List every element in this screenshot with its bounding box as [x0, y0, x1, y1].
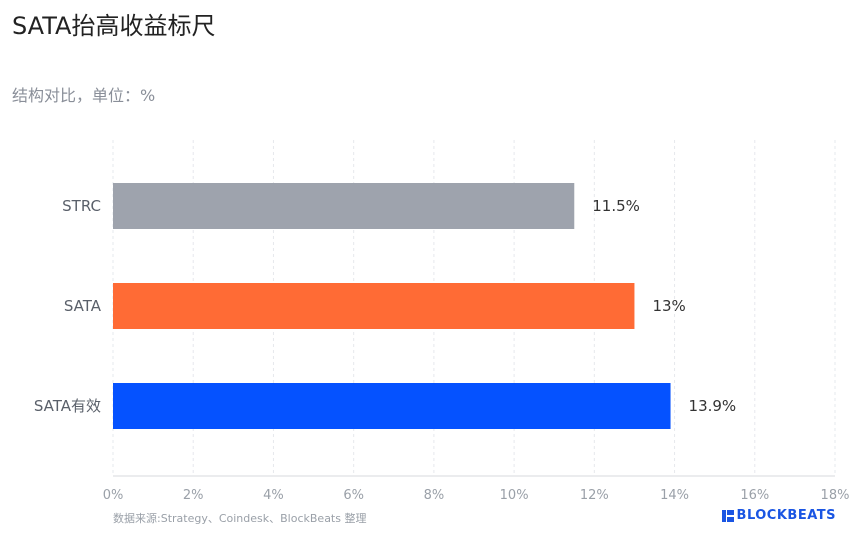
x-tick-label: 14% — [660, 488, 689, 503]
category-label: SATA — [64, 297, 102, 315]
value-label: 11.5% — [592, 197, 640, 215]
brand-name: BLOCKBEATS — [736, 508, 836, 523]
category-label: STRC — [62, 197, 101, 215]
value-label: 13.9% — [689, 397, 737, 415]
x-tick-label: 2% — [183, 488, 204, 503]
x-tick-label: 12% — [580, 488, 609, 503]
x-tick-label: 4% — [263, 488, 284, 503]
x-tick-label: 16% — [740, 488, 769, 503]
x-tick-label: 6% — [343, 488, 364, 503]
bar — [113, 283, 635, 329]
blockbeats-logo-icon — [721, 509, 734, 522]
bar — [113, 383, 671, 429]
x-tick-label: 18% — [821, 488, 850, 503]
x-tick-label: 10% — [500, 488, 529, 503]
category-label: SATA有效 — [34, 397, 101, 415]
brand-logo: BLOCKBEATS — [721, 508, 836, 523]
bar — [113, 183, 575, 229]
chart-title: SATA抬高收益标尺 — [12, 12, 216, 40]
x-tick-label: 8% — [424, 488, 445, 503]
chart-subtitle: 结构对比，单位：% — [12, 86, 156, 105]
source-note: 数据来源:Strategy、Coindesk、BlockBeats 整理 — [113, 512, 367, 525]
x-tick-label: 0% — [103, 488, 124, 503]
value-label: 13% — [652, 297, 685, 315]
